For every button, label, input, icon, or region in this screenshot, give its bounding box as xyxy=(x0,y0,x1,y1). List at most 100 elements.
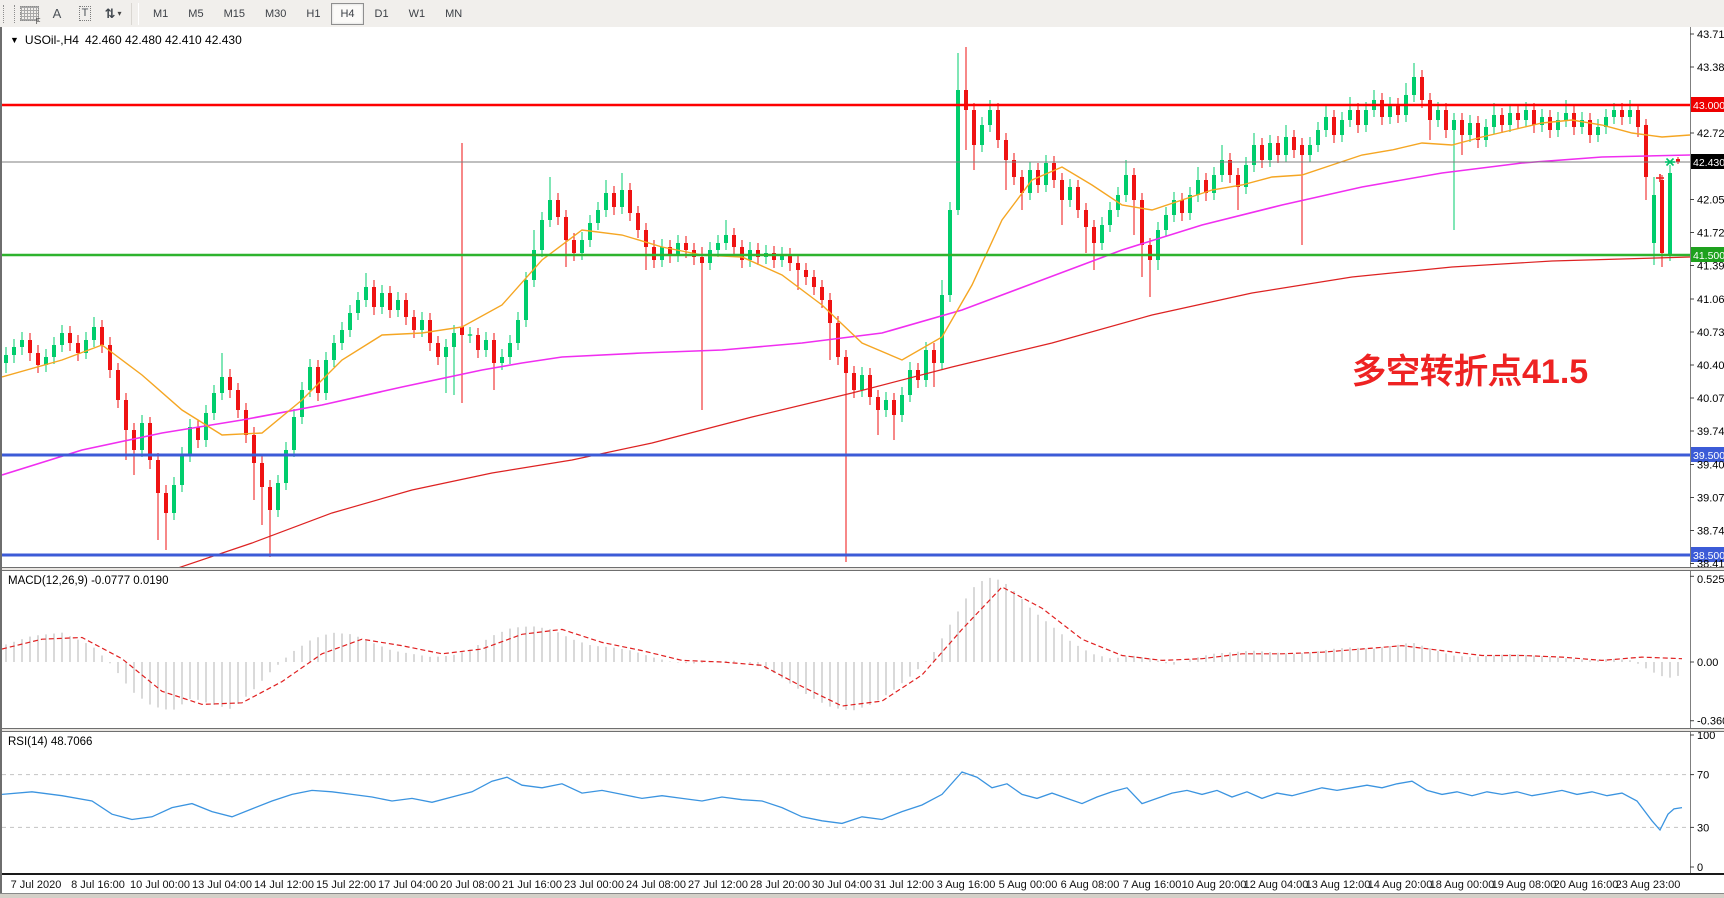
price-tick-40.400: 40.400 xyxy=(1697,360,1724,372)
text-label-button[interactable]: A xyxy=(44,2,70,26)
price-tick-39.075: 39.075 xyxy=(1697,493,1724,505)
date-label: 24 Jul 08:00 xyxy=(626,879,686,891)
price-badge-39.500 xyxy=(1691,447,1724,462)
cycle-arrows-icon: ⇅ xyxy=(104,5,116,21)
rsi-tick-30: 30 xyxy=(1697,822,1709,834)
price-badge-42.430 xyxy=(1691,154,1724,169)
date-label: 28 Jul 20:00 xyxy=(750,879,810,891)
price-tick-39.740: 39.740 xyxy=(1697,426,1724,438)
cross-marker xyxy=(1656,174,1664,182)
date-label: 21 Jul 16:00 xyxy=(502,879,562,891)
date-label: 10 Jul 00:00 xyxy=(130,879,190,891)
text-label-icon: A xyxy=(52,6,62,21)
panel-separator[interactable] xyxy=(2,567,1724,571)
price-tick-40.730: 40.730 xyxy=(1697,327,1724,339)
rsi-canvas[interactable]: 100 70 30 0 xyxy=(2,732,1724,873)
price-tick-38.745: 38.745 xyxy=(1697,526,1724,538)
timeframe-m30[interactable]: M30 xyxy=(264,7,287,20)
ma-mid-magenta-line xyxy=(2,154,1691,476)
date-label: 15 Jul 22:00 xyxy=(316,879,376,891)
price-tick-43.710: 43.710 xyxy=(1697,29,1724,41)
price-tick-42.055: 42.055 xyxy=(1697,195,1724,207)
price-tick-40.070: 40.070 xyxy=(1697,393,1724,405)
ma-fast-orange-line xyxy=(2,119,1691,436)
price-tick-41.395: 41.395 xyxy=(1697,261,1724,273)
date-label: 6 Aug 08:00 xyxy=(1060,879,1120,891)
timeframe-h1[interactable]: H1 xyxy=(306,7,321,20)
ma-slow-red-line xyxy=(179,256,1691,567)
svg-text:41.500: 41.500 xyxy=(1693,250,1724,262)
price-badge-38.500 xyxy=(1691,547,1724,562)
rsi-label: RSI(14) 48.7066 xyxy=(8,736,93,748)
date-label: 20 Jul 08:00 xyxy=(440,879,500,891)
date-label: 7 Jul 2020 xyxy=(10,879,62,891)
toolbar-drag-handle[interactable] xyxy=(3,4,15,23)
toolbar: F A T ⇅ ▾ M1 M5 M15 M30 H1 H4 D1 W1 MN xyxy=(0,0,1724,28)
price-tick-41.060: 41.060 xyxy=(1697,294,1724,306)
date-label: 23 Aug 23:00 xyxy=(1615,879,1681,891)
ohlc-quote-label: 42.460 42.480 42.410 42.430 xyxy=(84,33,242,47)
rsi-panel: 100 70 30 0 RSI(14) 48.7066 xyxy=(2,732,1724,873)
date-label: 14 Jul 12:00 xyxy=(254,879,314,891)
date-label: 27 Jul 12:00 xyxy=(688,879,748,891)
macd-tick-0.5257: 0.5257 xyxy=(1697,574,1724,586)
main-chart-canvas[interactable]: 43.000 42.430 41.500 39.500 38.500 43.710 43.3… xyxy=(2,27,1724,567)
date-label: 7 Aug 16:00 xyxy=(1122,879,1182,891)
main-chart-panel: 43.000 42.430 41.500 39.500 38.500 43.710 43.3… xyxy=(2,27,1724,567)
price-tick-41.725: 41.725 xyxy=(1697,228,1724,240)
timeframe-m1[interactable]: M1 xyxy=(153,7,169,20)
current-price-marker xyxy=(1665,157,1675,167)
price-badge-41.500 xyxy=(1691,247,1724,262)
date-label: 14 Aug 20:00 xyxy=(1367,879,1433,891)
date-label: 30 Jul 04:00 xyxy=(812,879,872,891)
timeframe-d1[interactable]: D1 xyxy=(374,7,389,20)
panel-separator[interactable] xyxy=(2,728,1724,732)
date-label: 17 Jul 04:00 xyxy=(378,879,438,891)
date-label: 3 Aug 16:00 xyxy=(936,879,996,891)
macd-tick-0.00: 0.00 xyxy=(1697,657,1718,669)
cycle-arrows-button[interactable]: ⇅ ▾ xyxy=(100,2,126,26)
macd-label: MACD(12,26,9) -0.0777 0.0190 xyxy=(8,575,169,587)
price-badge-43.000 xyxy=(1691,97,1724,112)
svg-text:42.430: 42.430 xyxy=(1693,157,1724,169)
date-label: 13 Aug 12:00 xyxy=(1305,879,1371,891)
price-tick-42.720: 42.720 xyxy=(1697,128,1724,140)
macd-values: -0.0777 0.0190 xyxy=(91,575,169,587)
candles xyxy=(4,47,1680,562)
symbol-period-label: USOil-,H4 xyxy=(24,33,79,47)
price-tick-38.415: 38.415 xyxy=(1697,559,1724,568)
timeframe-m5[interactable]: M5 xyxy=(188,7,204,20)
chart-stack: 43.000 42.430 41.500 39.500 38.500 43.710 43.3… xyxy=(0,27,1724,898)
price-tick-43.380: 43.380 xyxy=(1697,62,1724,74)
date-label: 31 Jul 12:00 xyxy=(874,879,934,891)
date-label: 19 Aug 08:00 xyxy=(1491,879,1557,891)
text-box-icon: T xyxy=(78,6,92,21)
timeframe-group: M1 M5 M15 M30 H1 H4 D1 W1 MN xyxy=(143,2,472,25)
price-tick-39.405: 39.405 xyxy=(1697,460,1724,472)
macd-canvas[interactable]: 0.5257 0.00 -0.3603 xyxy=(2,571,1724,728)
rsi-tick-100: 100 xyxy=(1697,732,1715,742)
date-label: 18 Aug 00:00 xyxy=(1429,879,1495,891)
text-box-button[interactable]: T xyxy=(72,2,98,26)
date-label: 12 Aug 04:00 xyxy=(1243,879,1309,891)
date-label: 13 Jul 04:00 xyxy=(192,879,252,891)
chevron-down-icon[interactable]: ▼ xyxy=(10,35,19,45)
date-label: 20 Aug 16:00 xyxy=(1553,879,1619,891)
chevron-down-icon: ▾ xyxy=(117,9,122,18)
timeframe-h4[interactable]: H4 xyxy=(331,2,364,25)
timeframe-m15[interactable]: M15 xyxy=(223,7,245,20)
rsi-tick-70: 70 xyxy=(1697,770,1709,782)
svg-text:38.500: 38.500 xyxy=(1693,550,1724,562)
rsi-tick-0: 0 xyxy=(1697,862,1703,873)
macd-tick--0.3603: -0.3603 xyxy=(1697,716,1724,728)
timeframe-w1[interactable]: W1 xyxy=(408,7,426,20)
svg-text:43.000: 43.000 xyxy=(1693,100,1724,112)
rsi-line xyxy=(2,771,1683,832)
timeframe-mn[interactable]: MN xyxy=(445,7,463,20)
indicator-grid-button[interactable]: F xyxy=(16,2,42,26)
chart-title: ▼ USOil-,H4 42.460 42.480 42.410 42.430 xyxy=(10,33,242,47)
date-label: 5 Aug 00:00 xyxy=(998,879,1058,891)
svg-text:39.500: 39.500 xyxy=(1693,450,1724,462)
rsi-value: 48.7066 xyxy=(50,736,93,748)
